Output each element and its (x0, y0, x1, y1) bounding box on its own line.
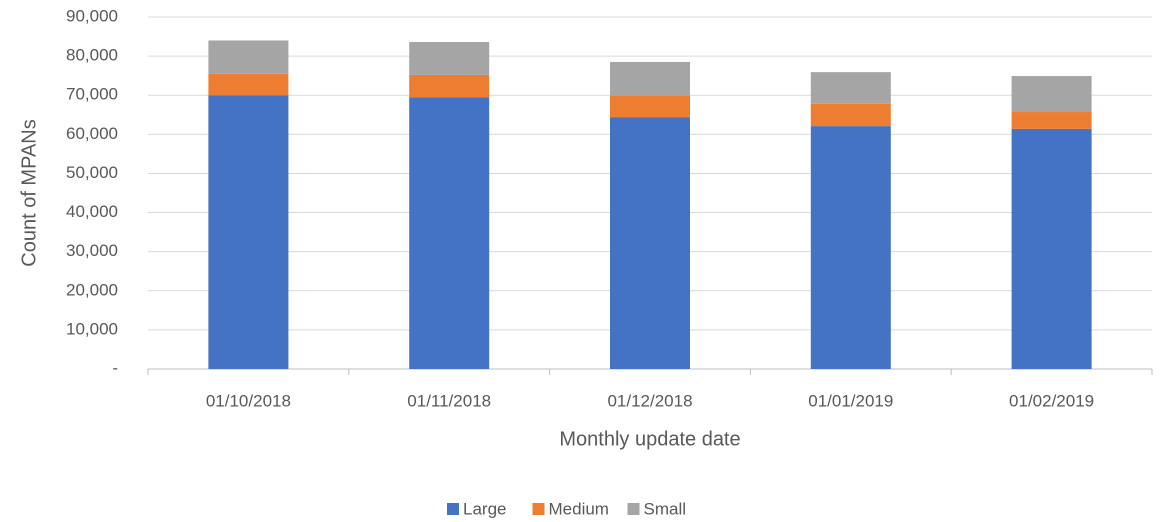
legend-swatch (447, 503, 459, 515)
bar-segment (1011, 76, 1092, 113)
y-tick-label: 50,000 (66, 163, 118, 182)
bar-segment (810, 72, 891, 104)
bar-segment (1011, 112, 1092, 129)
y-tick-label: 90,000 (66, 6, 118, 25)
y-tick-label: 30,000 (66, 241, 118, 260)
x-tick-label: 01/02/2019 (1009, 391, 1094, 410)
y-tick-label: 10,000 (66, 319, 118, 338)
bar-segment (810, 126, 891, 370)
bar-segment (208, 95, 289, 369)
legend-swatch (627, 503, 640, 515)
bar-segment (810, 103, 891, 127)
bar-segment (409, 42, 490, 75)
x-tick-label: 01/12/2018 (607, 391, 692, 410)
x-tick-label: 01/10/2018 (206, 391, 291, 410)
bar-segment (610, 117, 690, 369)
bar-segment (610, 96, 690, 118)
y-tick-label: 20,000 (66, 280, 118, 299)
legend-label: Small (644, 499, 687, 518)
legend-swatch (532, 503, 545, 515)
y-tick-label: 80,000 (66, 46, 118, 65)
bar-segment (1011, 128, 1092, 369)
x-tick-label: 01/11/2018 (407, 391, 491, 410)
y-tick-label: 40,000 (66, 202, 118, 221)
y-tick-label: 70,000 (66, 85, 118, 104)
bar-segment (409, 97, 490, 369)
x-tick-label: 01/01/2019 (808, 391, 893, 410)
bar-segment (409, 74, 490, 98)
bar-segment (208, 73, 289, 96)
x-axis-title: Monthly update date (559, 428, 740, 450)
bar-segment (208, 40, 289, 74)
y-axis-title: Count of MPANs (18, 119, 40, 266)
y-tick-label: 60,000 (66, 124, 118, 143)
bar-segment (610, 61, 690, 97)
y-tick-label: - (112, 358, 118, 377)
legend-label: Large (463, 499, 506, 518)
legend-label: Medium (549, 499, 609, 518)
